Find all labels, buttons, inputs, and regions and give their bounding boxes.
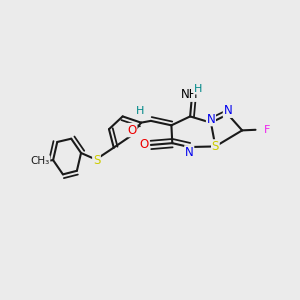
- Text: NH: NH: [181, 88, 198, 101]
- Text: H: H: [194, 84, 202, 94]
- Text: F: F: [264, 125, 270, 135]
- Text: N: N: [207, 112, 215, 126]
- Text: O: O: [140, 138, 149, 152]
- Text: N: N: [185, 146, 194, 159]
- Text: F: F: [264, 125, 270, 135]
- Text: S: S: [93, 154, 100, 166]
- Text: N: N: [224, 104, 232, 117]
- Text: F: F: [264, 125, 270, 135]
- Text: S: S: [212, 140, 219, 153]
- Text: O: O: [128, 124, 137, 136]
- Text: CH₃: CH₃: [30, 156, 50, 166]
- Text: H: H: [136, 106, 145, 116]
